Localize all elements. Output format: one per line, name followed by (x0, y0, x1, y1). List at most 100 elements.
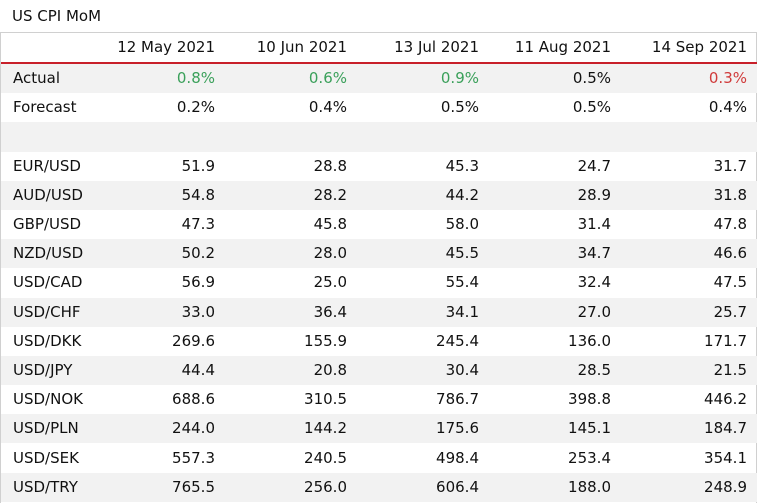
reaction-value: 155.9 (304, 331, 347, 350)
reaction-value: 240.5 (304, 448, 347, 467)
reaction-value: 45.5 (357, 239, 489, 269)
reaction-value: 58.0 (445, 215, 479, 234)
reaction-value: 56.9 (181, 273, 215, 292)
reaction-value: 46.6 (621, 239, 757, 269)
reaction-value: 269.6 (172, 331, 215, 350)
table-row: GBP/USD 47.3 45.8 58.0 31.4 47.8 (1, 210, 757, 239)
reaction-value: 45.8 (313, 215, 347, 234)
reaction-value: 51.9 (181, 156, 215, 175)
reaction-value: 25.0 (313, 273, 347, 292)
forecast-value: 0.4% (708, 98, 747, 117)
reaction-value: 688.6 (172, 390, 215, 409)
reaction-value: 47.8 (713, 215, 747, 234)
pair-label: AUD/USD (1, 180, 97, 210)
reaction-value: 44.4 (97, 355, 225, 386)
table-row: USD/SEK 557.3 240.5 498.4 253.4 354.1 (1, 443, 757, 472)
reaction-value: 171.7 (704, 331, 747, 350)
reaction-value: 244.0 (97, 414, 225, 444)
pair-label: USD/DKK (13, 331, 82, 350)
forecast-value: 0.5% (440, 98, 479, 117)
reaction-value: 33.0 (97, 297, 225, 327)
date-header: 13 Jul 2021 (394, 38, 479, 56)
pair-label: USD/NOK (13, 390, 83, 409)
pair-label: GBP/USD (13, 215, 82, 234)
table-row: USD/CAD 56.9 25.0 55.4 32.4 47.5 (1, 268, 757, 297)
table-row: AUD/USD 54.8 28.2 44.2 28.9 31.8 (1, 180, 757, 210)
reaction-value: 44.2 (357, 180, 489, 210)
reaction-value: 24.7 (577, 156, 611, 175)
spacer-row (1, 122, 757, 152)
reaction-value: 20.8 (225, 355, 357, 386)
table-row: EUR/USD 51.9 28.8 45.3 24.7 31.7 (1, 152, 757, 181)
reaction-value: 28.2 (225, 180, 357, 210)
table-row: USD/JPY 44.4 20.8 30.4 28.5 21.5 (1, 355, 757, 386)
pair-label: USD/SEK (13, 448, 79, 467)
reaction-value: 45.3 (445, 156, 479, 175)
reaction-value: 30.4 (357, 355, 489, 386)
reaction-value: 188.0 (489, 472, 621, 502)
reaction-value: 144.2 (225, 414, 357, 444)
actual-value: 0.6% (225, 63, 357, 94)
table-row: NZD/USD 50.2 28.0 45.5 34.7 46.6 (1, 239, 757, 269)
forecast-value: 0.4% (308, 98, 347, 117)
table-row: USD/CHF 33.0 36.4 34.1 27.0 25.7 (1, 297, 757, 327)
reaction-value: 28.9 (489, 180, 621, 210)
table-title: US CPI MoM (12, 7, 102, 25)
row-label: Actual (1, 63, 97, 94)
pair-label: EUR/USD (13, 156, 81, 175)
pair-label: NZD/USD (1, 239, 97, 269)
reaction-value: 21.5 (621, 355, 757, 386)
reaction-value: 765.5 (97, 472, 225, 502)
reaction-value: 28.0 (225, 239, 357, 269)
reaction-value: 47.5 (713, 273, 747, 292)
table-row: USD/NOK 688.6 310.5 786.7 398.8 446.2 (1, 385, 757, 414)
reaction-value: 31.4 (577, 215, 611, 234)
reaction-value: 253.4 (568, 448, 611, 467)
header-row: 12 May 2021 10 Jun 2021 13 Jul 2021 11 A… (1, 33, 757, 63)
reaction-value: 398.8 (568, 390, 611, 409)
reaction-value: 136.0 (568, 331, 611, 350)
table-row: USD/TRY 765.5 256.0 606.4 188.0 248.9 (1, 472, 757, 502)
forecast-value: 0.2% (176, 98, 215, 117)
reaction-value: 54.8 (97, 180, 225, 210)
pair-label: USD/CAD (13, 273, 83, 292)
cpi-table: 12 May 2021 10 Jun 2021 13 Jul 2021 11 A… (1, 33, 757, 502)
reaction-value: 557.3 (172, 448, 215, 467)
reaction-value: 354.1 (704, 448, 747, 467)
reaction-value: 184.7 (621, 414, 757, 444)
reaction-value: 25.7 (621, 297, 757, 327)
actual-value: 0.3% (621, 63, 757, 94)
row-label: Forecast (13, 98, 77, 117)
reaction-value: 28.5 (489, 355, 621, 386)
pair-label: USD/PLN (1, 414, 97, 444)
reaction-value: 27.0 (489, 297, 621, 327)
cpi-table-container: 12 May 2021 10 Jun 2021 13 Jul 2021 11 A… (0, 32, 757, 503)
reaction-value: 31.8 (621, 180, 757, 210)
reaction-value: 31.7 (713, 156, 747, 175)
table-row: USD/PLN 244.0 144.2 175.6 145.1 184.7 (1, 414, 757, 444)
reaction-value: 28.8 (313, 156, 347, 175)
reaction-value: 34.7 (489, 239, 621, 269)
table-row: USD/DKK 269.6 155.9 245.4 136.0 171.7 (1, 327, 757, 356)
forecast-row: Forecast 0.2% 0.4% 0.5% 0.5% 0.4% (1, 93, 757, 122)
actual-value: 0.9% (357, 63, 489, 94)
date-header: 11 Aug 2021 (514, 38, 611, 56)
reaction-value: 50.2 (97, 239, 225, 269)
reaction-value: 498.4 (436, 448, 479, 467)
reaction-value: 245.4 (436, 331, 479, 350)
pair-label: USD/CHF (1, 297, 97, 327)
reaction-value: 606.4 (357, 472, 489, 502)
reaction-value: 310.5 (304, 390, 347, 409)
reaction-value: 32.4 (577, 273, 611, 292)
actual-value: 0.8% (97, 63, 225, 94)
spacer-cell (1, 122, 757, 152)
pair-label: USD/TRY (1, 472, 97, 502)
reaction-value: 446.2 (704, 390, 747, 409)
reaction-value: 786.7 (436, 390, 479, 409)
forecast-value: 0.5% (572, 98, 611, 117)
reaction-value: 145.1 (489, 414, 621, 444)
actual-value: 0.5% (489, 63, 621, 94)
date-header: 14 Sep 2021 (651, 38, 747, 56)
reaction-value: 256.0 (225, 472, 357, 502)
reaction-value: 36.4 (225, 297, 357, 327)
